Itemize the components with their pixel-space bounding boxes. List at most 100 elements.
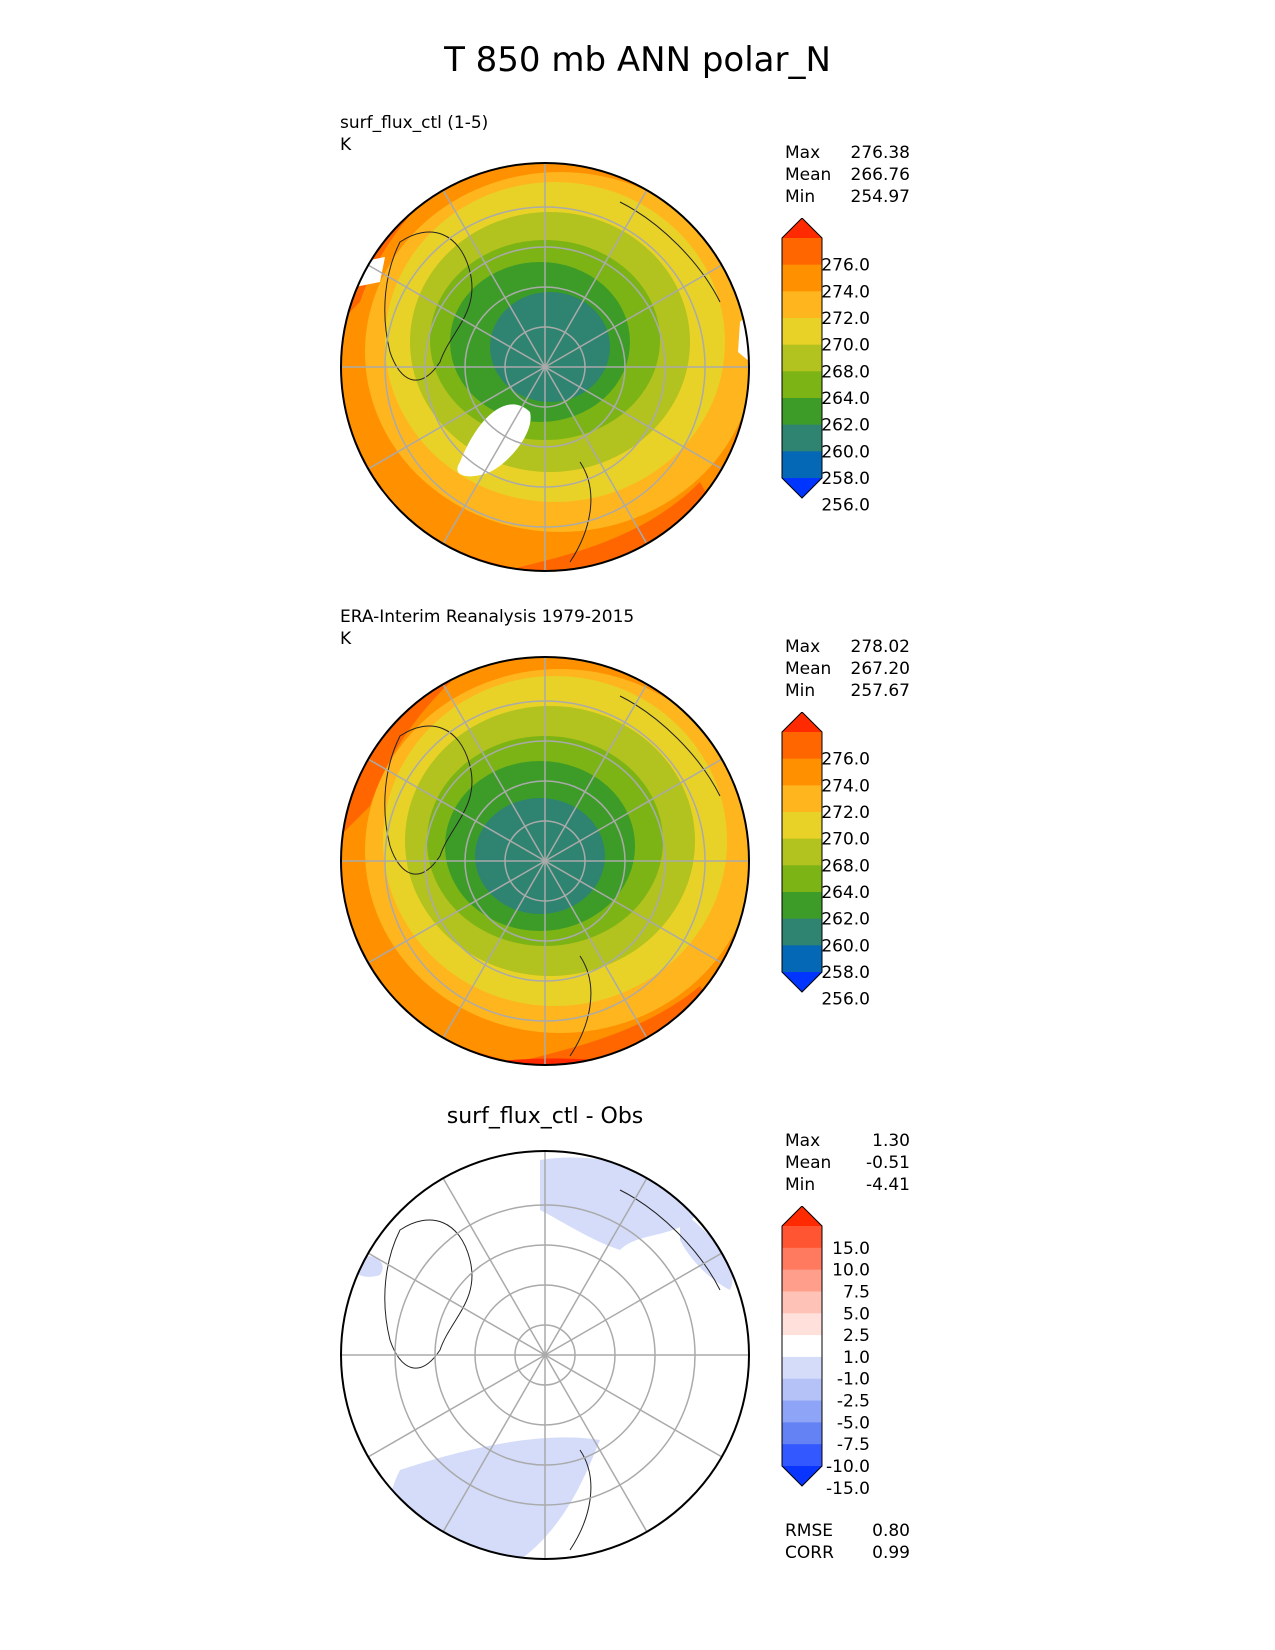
colorbar-tick-label: 5.0 — [843, 1304, 870, 1324]
colorbar-tick-label: 260.0 — [821, 936, 870, 956]
colorbar-segment — [782, 371, 822, 399]
colorbar-segment — [782, 1378, 822, 1402]
colorbar-segment — [782, 732, 822, 760]
colorbar-segment — [782, 264, 822, 292]
colorbar-segment — [782, 318, 822, 346]
metric-rmse: RMSE 0.80 — [785, 1521, 910, 1541]
colorbar-tick-label: 10.0 — [832, 1261, 870, 1281]
colorbar-extend-min — [782, 972, 822, 992]
panel-reference-units: K — [340, 629, 352, 649]
colorbar-tick-label: 15.0 — [832, 1239, 870, 1259]
map-boundary — [340, 656, 750, 1066]
colorbar-extend-max — [782, 1206, 822, 1226]
colorbar-tick-label: 272.0 — [821, 309, 870, 329]
colorbar-tick-label: 258.0 — [821, 963, 870, 983]
panel-test-label: surf_flux_ctl (1-5) K — [340, 112, 488, 156]
panel-test-units: K — [340, 135, 352, 155]
stat-min: Min 257.67 — [785, 681, 910, 701]
colorbar-segment — [782, 945, 822, 973]
colorbar-segment — [782, 812, 822, 840]
colorbar-segment — [782, 1269, 822, 1292]
stat-mean: Mean 266.76 — [785, 165, 910, 185]
colorbar-tick-label: 7.5 — [843, 1282, 870, 1302]
colorbar-segment — [782, 424, 822, 452]
colorbar-tick-label: 272.0 — [821, 803, 870, 823]
colorbar-segment — [782, 1291, 822, 1314]
colorbar-extend-max — [782, 712, 822, 732]
colorbar-tick-label: 264.0 — [821, 389, 870, 409]
colorbar-extend-min — [782, 1466, 822, 1486]
panel-diff-title: surf_flux_ctl - Obs — [446, 1104, 644, 1129]
coastline — [384, 231, 473, 381]
colorbar-segment — [782, 1356, 822, 1380]
map-boundary — [340, 1150, 750, 1560]
panel-test: surf_flux_ctl (1-5) K Max 276.38 Mean 266.… — [0, 112, 1275, 602]
colorbar-segment — [782, 1313, 822, 1336]
panel-diff-stats: Max 1.30 Mean -0.51 Min -4.41 — [785, 1130, 910, 1196]
panel-reference: ERA-Interim Reanalysis 1979-2015 K Max 27… — [0, 606, 1275, 1096]
panel-reference-stats: Max 278.02 Mean 267.20 Min 257.67 — [785, 636, 910, 702]
colorbar-tick-label: 264.0 — [821, 883, 870, 903]
colorbar-tick-label: 268.0 — [821, 856, 870, 876]
colorbar-tick-label: 1.0 — [843, 1348, 870, 1368]
colorbar-segment — [782, 785, 822, 813]
colorbar-segment — [782, 758, 822, 786]
panel-test-stats: Max 276.38 Mean 266.76 Min 254.97 — [785, 142, 910, 208]
polar-map-diff — [340, 1150, 750, 1560]
panel-reference-label: ERA-Interim Reanalysis 1979-2015 K — [340, 606, 634, 650]
colorbar-segment — [782, 865, 822, 893]
colorbar-outline — [781, 712, 823, 993]
colorbar-segment — [782, 1247, 822, 1271]
panel-reference-title: ERA-Interim Reanalysis 1979-2015 — [340, 607, 635, 627]
colorbar-tick-label: 262.0 — [821, 416, 870, 436]
polar-map-reference — [340, 656, 750, 1066]
colorbar-tick-label: -2.5 — [837, 1392, 870, 1412]
colorbar-segment — [782, 291, 822, 319]
colorbar-segment — [782, 1422, 822, 1445]
colorbar-segment — [782, 892, 822, 920]
colorbar-outline — [781, 1206, 823, 1487]
colorbar-tick-label: 270.0 — [821, 336, 870, 356]
colorbar-tick-label: 268.0 — [821, 362, 870, 382]
temp-band-258 — [490, 292, 610, 402]
metric-corr: CORR 0.99 — [785, 1543, 910, 1563]
colorbar-tick-label: -15.0 — [826, 1479, 870, 1499]
colorbar-diff: 15.010.07.55.02.51.0-1.0-2.5-5.0-7.5-10.… — [781, 1206, 870, 1499]
stat-min: Min 254.97 — [785, 187, 910, 207]
colorbar-tick-label: 256.0 — [821, 496, 870, 516]
stat-mean: Mean -0.51 — [785, 1153, 910, 1173]
colorbar-tick-label: -10.0 — [826, 1457, 870, 1477]
colorbar-tick-label: -5.0 — [837, 1413, 870, 1433]
colorbar-segment — [782, 451, 822, 479]
colorbar-segment — [782, 1400, 822, 1423]
stat-max: Max 276.38 — [785, 143, 910, 163]
map-boundary — [340, 162, 750, 572]
stat-max: Max 278.02 — [785, 637, 910, 657]
colorbar-tick-label: 256.0 — [821, 990, 870, 1010]
colorbar-reference: 276.0 274.0 272.0 270.0 268.0 264.0 262.0 260.0… — [781, 712, 870, 1010]
colorbar-segment — [782, 1226, 822, 1249]
colorbar-segment — [782, 1444, 822, 1467]
colorbar-tick-label: 260.0 — [821, 442, 870, 462]
colorbar-extend-min — [782, 478, 822, 498]
colorbar-extend-max — [782, 218, 822, 238]
stat-mean: Mean 267.20 — [785, 659, 910, 679]
colorbar-segment — [782, 398, 822, 426]
colorbar-tick-label: 2.5 — [843, 1326, 870, 1346]
stat-max: Max 1.30 — [785, 1131, 910, 1151]
polar-map-test — [340, 162, 750, 572]
panel-diff-metrics: RMSE 0.80 CORR 0.99 — [785, 1520, 910, 1564]
panel-diff: surf_flux_ctl - Obs Max 1.30 Mean -0.51 Mi… — [0, 1104, 1275, 1600]
colorbar-tick-label: 276.0 — [821, 750, 870, 770]
colorbar-segment — [782, 838, 822, 866]
colorbar-tick-label: -1.0 — [837, 1370, 870, 1390]
colorbar-segment — [782, 238, 822, 266]
colorbar-tick-label: -7.5 — [837, 1435, 870, 1455]
panel-test-title: surf_flux_ctl (1-5) — [340, 113, 489, 133]
colorbar-tick-label: 274.0 — [821, 776, 870, 796]
colorbar-tick-label: 262.0 — [821, 910, 870, 930]
colorbar-tick-label: 258.0 — [821, 469, 870, 489]
colorbar-segment — [782, 918, 822, 946]
stat-min: Min -4.41 — [785, 1175, 910, 1195]
colorbar-tick-label: 274.0 — [821, 282, 870, 302]
